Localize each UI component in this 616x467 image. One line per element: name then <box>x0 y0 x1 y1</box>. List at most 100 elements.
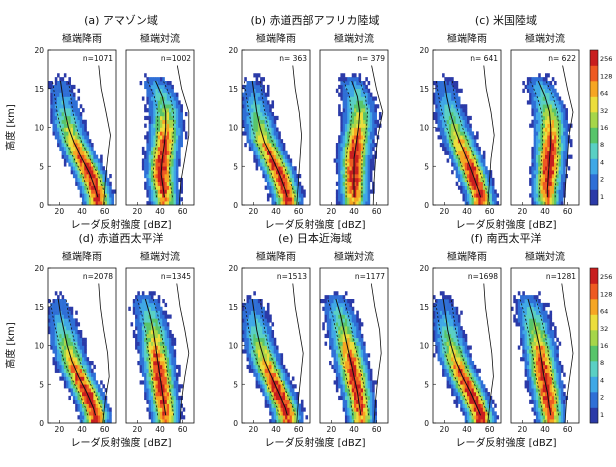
heat-cell <box>171 146 174 152</box>
heat-cell <box>77 185 81 190</box>
heat-cell <box>150 326 154 331</box>
heat-cell <box>48 330 51 335</box>
heat-cell <box>66 108 69 113</box>
heat-cell <box>289 403 293 408</box>
heat-cell <box>260 92 263 97</box>
heat-cell <box>255 77 259 82</box>
heat-cell <box>556 146 559 152</box>
heat-cell <box>162 166 165 171</box>
heat-cell <box>535 146 539 152</box>
heat-cell <box>164 376 168 381</box>
heat-cell <box>91 407 94 412</box>
heat-cell <box>160 326 163 331</box>
heat-cell <box>155 77 159 82</box>
heat-cell <box>347 170 350 175</box>
heat-cell <box>464 193 468 198</box>
heat-cell <box>266 399 270 404</box>
heat-cell <box>289 399 293 404</box>
heat-cell <box>266 112 270 117</box>
heat-cell <box>253 139 256 144</box>
heat-cell <box>253 302 256 308</box>
heat-cell <box>169 108 172 113</box>
heat-cell <box>153 115 156 121</box>
heat-cell <box>59 84 62 90</box>
heat-cell <box>66 127 69 132</box>
panel-title: (f) 南西太平洋 <box>471 231 542 245</box>
heat-cell <box>173 376 177 381</box>
heat-cell <box>269 376 272 381</box>
heat-cell <box>148 185 152 190</box>
heat-cell <box>287 185 290 190</box>
heat-cell <box>251 143 254 148</box>
heat-cell <box>68 119 71 124</box>
heat-cell <box>50 119 53 124</box>
heat-cell <box>173 143 177 148</box>
heat-cell <box>68 77 71 82</box>
heat-cell <box>162 96 165 101</box>
heat-cell <box>173 193 177 198</box>
heat-cell <box>72 353 76 358</box>
heat-cell <box>551 197 555 202</box>
x-tick-label: 60 <box>485 207 495 216</box>
heat-cell <box>59 291 62 296</box>
heat-cell <box>157 96 161 101</box>
heat-cell <box>372 131 375 136</box>
heat-cell <box>148 96 152 101</box>
heat-cell <box>139 299 143 304</box>
heat-cell <box>148 92 152 97</box>
heat-cell <box>63 357 67 362</box>
heat-cell <box>164 384 168 389</box>
heat-cell <box>545 127 548 132</box>
heat-cell <box>338 368 341 373</box>
heat-cell <box>251 306 254 311</box>
heat-cell <box>171 364 174 370</box>
heat-cell <box>251 318 254 323</box>
heat-cell <box>482 181 486 186</box>
heat-cell <box>48 314 51 319</box>
heat-cell <box>82 392 85 397</box>
heat-cell <box>271 181 275 186</box>
heat-cell <box>338 108 341 113</box>
heat-cell <box>175 96 179 101</box>
heat-cell <box>467 177 470 183</box>
heat-cell <box>344 123 348 128</box>
heat-cell <box>244 310 247 315</box>
heat-cell <box>487 201 490 206</box>
heat-cell <box>260 139 263 144</box>
heat-cell <box>66 372 69 377</box>
heat-cell <box>349 170 353 175</box>
heat-cell <box>280 170 284 175</box>
heat-cell <box>278 135 281 140</box>
heat-cell <box>287 166 290 171</box>
heat-cell <box>563 193 566 198</box>
heat-cell <box>70 326 74 331</box>
y-tick-label: 0 <box>424 201 429 210</box>
heat-cell <box>464 174 468 179</box>
heat-cell <box>365 154 368 159</box>
heat-cell <box>68 100 71 105</box>
heat-cell <box>61 146 65 152</box>
heat-cell <box>551 115 555 121</box>
heat-cell <box>137 349 140 354</box>
heat-cell <box>169 100 172 105</box>
heat-cell <box>52 96 56 101</box>
heat-cell <box>260 158 263 163</box>
heat-cell <box>554 150 557 155</box>
heat-cell <box>545 104 548 109</box>
heat-cell <box>171 372 174 377</box>
heat-cell <box>63 73 67 78</box>
heat-cell <box>549 166 553 171</box>
heat-cell <box>451 170 454 175</box>
heat-cell <box>79 403 83 408</box>
heat-cell <box>157 88 161 93</box>
heat-cell <box>264 341 268 346</box>
heat-cell <box>162 388 165 393</box>
heat-cell <box>529 166 532 171</box>
heat-cell <box>435 92 438 97</box>
heat-cell <box>173 158 177 163</box>
heat-cell <box>77 357 81 362</box>
heat-cell <box>547 197 550 202</box>
heat-cell <box>57 364 60 370</box>
heat-cell <box>471 139 475 144</box>
heat-cell <box>68 112 71 117</box>
